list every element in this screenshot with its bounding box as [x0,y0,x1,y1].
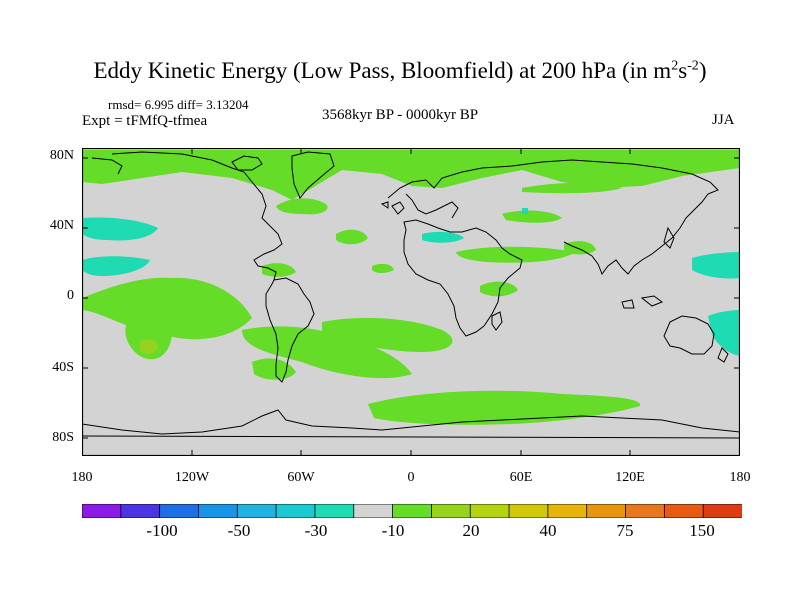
lat-label-0: 0 [67,288,74,303]
colorbar-swatch [547,504,588,518]
colorbar-swatch [159,504,200,518]
lon-label-120e: 120E [615,470,645,485]
positive-strong-areas [140,339,158,355]
colorbar-swatch [586,504,627,518]
colorbar-swatch [431,504,472,518]
colorbar-label-20: 20 [462,521,480,540]
colorbar-swatch [198,504,239,518]
lon-label-60e: 60E [509,470,533,485]
lat-label-80n: 80N [49,148,74,163]
colorbar-swatch [120,504,161,518]
colorbar-label-minus30: -30 [304,521,328,540]
lon-label-120w: 120W [174,470,210,485]
colorbar-label-minus50: -50 [227,521,251,540]
colorbar-label-40: 40 [539,521,557,540]
colorbar-swatch [236,504,278,518]
plot-title: Eddy Kinetic Energy (Low Pass, Bloomfiel… [93,58,707,83]
coastlines [82,151,740,439]
map-ticks [82,148,740,456]
colorbar [82,504,742,518]
lat-label-40n: 40N [49,218,74,233]
colorbar-swatch [392,504,433,518]
colorbar-swatch [663,504,705,518]
season-label: JJA [712,112,735,128]
colorbar-swatch [469,504,510,518]
colorbar-label-150: 150 [689,521,715,540]
colorbar-swatch [275,504,316,518]
colorbar-swatch [314,504,355,518]
lat-label-40s: 40S [52,360,74,375]
colorbar-label-75: 75 [616,521,634,540]
lon-label-60w: 60W [287,470,315,485]
colorbar-swatch [82,504,122,518]
period-label: 3568kyr BP - 0000kyr BP [321,107,479,123]
experiment-label: Expt = tFMfQ-tfmea [82,113,208,129]
lat-label-80s: 80S [52,430,74,445]
colorbar-swatch [625,504,666,518]
colorbar-label-minus100: -100 [146,521,178,540]
colorbar-swatch [702,504,742,518]
stats-label: rmsd= 6.995 diff= 3.13204 [108,97,249,112]
world-map [82,148,740,456]
colorbar-swatch [353,504,394,518]
lon-label-180e: 180 [729,470,751,485]
colorbar-swatch [508,504,549,518]
lon-label-180w: 180 [71,470,93,485]
negative-anomaly-areas [82,208,740,356]
colorbar-label-minus10: -10 [381,521,405,540]
lon-label-0: 0 [407,470,415,485]
